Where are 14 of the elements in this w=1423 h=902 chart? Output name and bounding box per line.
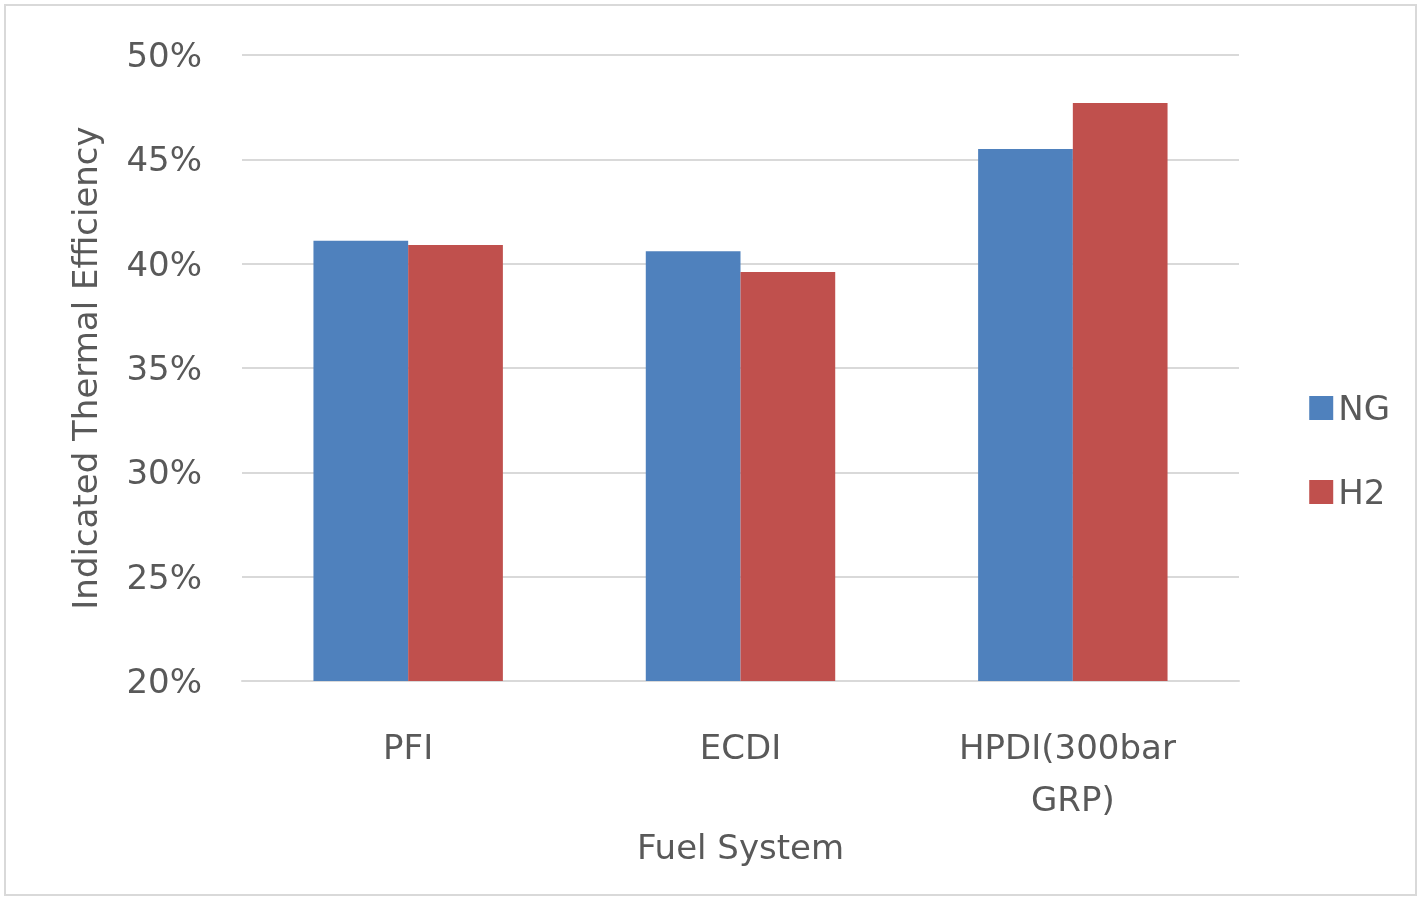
y-tick-label: 20% <box>126 661 202 701</box>
y-tick-label: 45% <box>126 139 202 180</box>
y-tick-label: 25% <box>126 556 202 597</box>
y-tick-label: 35% <box>126 348 202 388</box>
x-tick-label: PFI <box>383 727 434 767</box>
x-tick-label: HPDI(300bar GRP) <box>959 727 1187 819</box>
y-tick-label: 40% <box>126 243 202 284</box>
x-axis-title: Fuel System <box>636 826 845 867</box>
y-tick-label: 30% <box>126 452 202 493</box>
y-axis-title: Indicated Thermal Efficiency <box>65 126 105 610</box>
legend-label: NG <box>1338 388 1390 428</box>
x-tick-label: ECDI <box>699 727 782 767</box>
y-tick-label: 50% <box>126 35 202 75</box>
legend-label: H2 <box>1338 472 1386 512</box>
